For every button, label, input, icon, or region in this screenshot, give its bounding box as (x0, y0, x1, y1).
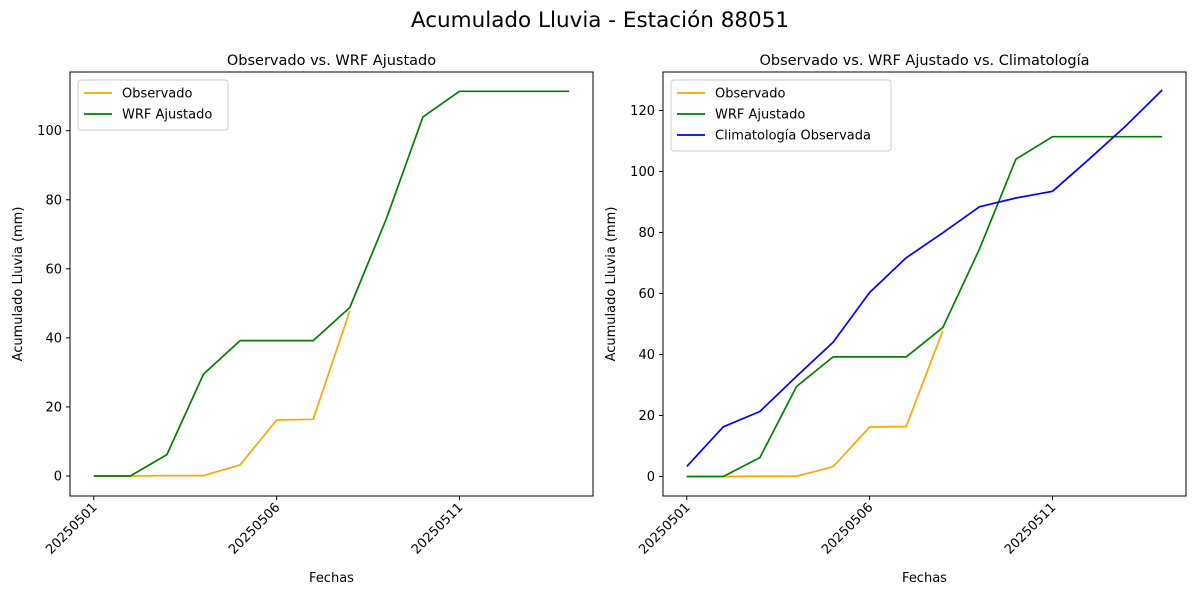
y-tick-label: 60 (638, 287, 655, 302)
legend-label: Observado (122, 87, 193, 102)
y-tick-label: 0 (647, 470, 655, 485)
y-tick-label: 0 (54, 469, 62, 484)
plot-frame (662, 71, 1187, 497)
chart-title: Observado vs. WRF Ajustado (227, 53, 436, 69)
y-tick-label: 100 (630, 165, 655, 180)
y-axis-label: Acumulado Lluvia (mm) (11, 207, 26, 362)
series-line-observado (93, 310, 351, 477)
x-axis-label: Fechas (902, 571, 947, 586)
chart-panel-1: Observado vs. WRF Ajustado 0 20 40 60 80 100 20… (11, 53, 594, 586)
figure-title: Acumulado Lluvia - Estación 88051 (410, 8, 790, 33)
legend-box (77, 79, 229, 131)
plot-frame (69, 71, 594, 497)
x-tick-label: 20250506 (819, 500, 876, 557)
chart-title: Observado vs. WRF Ajustado vs. Climatolo… (760, 53, 1090, 69)
x-tick-label: 20250511 (409, 500, 466, 557)
chart-panel-2: Observado vs. WRF Ajustado vs. Climatolo… (604, 53, 1187, 586)
x-tick-label: 20250501 (43, 500, 100, 557)
x-tick-label: 20250501 (636, 500, 693, 557)
y-tick-label: 20 (45, 400, 62, 415)
y-tick-label: 20 (638, 409, 655, 424)
legend-label: WRF Ajustado (715, 108, 805, 123)
legend-label: Observado (715, 87, 786, 102)
legend-label: WRF Ajustado (122, 108, 212, 123)
y-tick-label: 120 (630, 104, 655, 119)
series-line-wrf-ajustado (93, 90, 570, 477)
y-tick-label: 80 (638, 226, 655, 241)
x-tick-label: 20250511 (1002, 500, 1059, 557)
y-tick-label: 80 (45, 193, 62, 208)
y-tick-label: 40 (45, 331, 62, 346)
x-axis-label: Fechas (309, 571, 354, 586)
y-tick-label: 60 (45, 262, 62, 277)
legend-box (670, 79, 892, 152)
x-tick-label: 20250506 (226, 500, 283, 557)
series-line-wrf-ajustado (686, 135, 1163, 478)
legend-label: Climatología Observada (715, 129, 871, 144)
series-line-climatolog-a-observada (686, 89, 1163, 467)
y-axis-label: Acumulado Lluvia (mm) (604, 207, 619, 362)
y-tick-label: 40 (638, 348, 655, 363)
series-line-observado (686, 330, 944, 478)
y-tick-label: 100 (37, 124, 62, 139)
